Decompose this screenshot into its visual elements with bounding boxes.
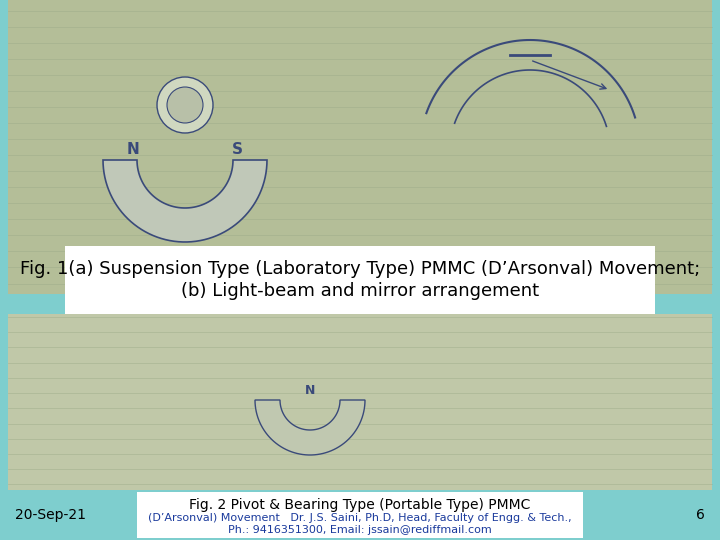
Bar	[65, 246, 655, 314]
Text: N: N	[305, 383, 315, 396]
Text: (D’Arsonval) Movement   Dr. J.S. Saini, Ph.D, Head, Faculty of Engg. & Tech.,: (D’Arsonval) Movement Dr. J.S. Saini, Ph…	[148, 513, 572, 523]
Polygon shape	[103, 160, 267, 242]
Bar	[8, 314, 712, 490]
Text: 6: 6	[696, 508, 705, 522]
Bar	[8, 0, 712, 294]
Text: N: N	[127, 143, 140, 158]
Bar	[137, 492, 583, 538]
Text: Fig. 1(a) Suspension Type (Laboratory Type) PMMC (D’Arsonval) Movement;: Fig. 1(a) Suspension Type (Laboratory Ty…	[20, 260, 700, 278]
Bar	[0, 490, 720, 540]
Text: S: S	[232, 143, 243, 158]
Circle shape	[167, 87, 203, 123]
Text: Ph.: 9416351300, Email: jssain@rediffmail.com: Ph.: 9416351300, Email: jssain@rediffmai…	[228, 525, 492, 535]
Circle shape	[157, 77, 213, 133]
Polygon shape	[255, 400, 365, 455]
Text: 20-Sep-21: 20-Sep-21	[15, 508, 86, 522]
Text: (b) Light-beam and mirror arrangement: (b) Light-beam and mirror arrangement	[181, 282, 539, 300]
Text: Fig. 2 Pivot & Bearing Type (Portable Type) PMMC: Fig. 2 Pivot & Bearing Type (Portable Ty…	[189, 498, 531, 512]
